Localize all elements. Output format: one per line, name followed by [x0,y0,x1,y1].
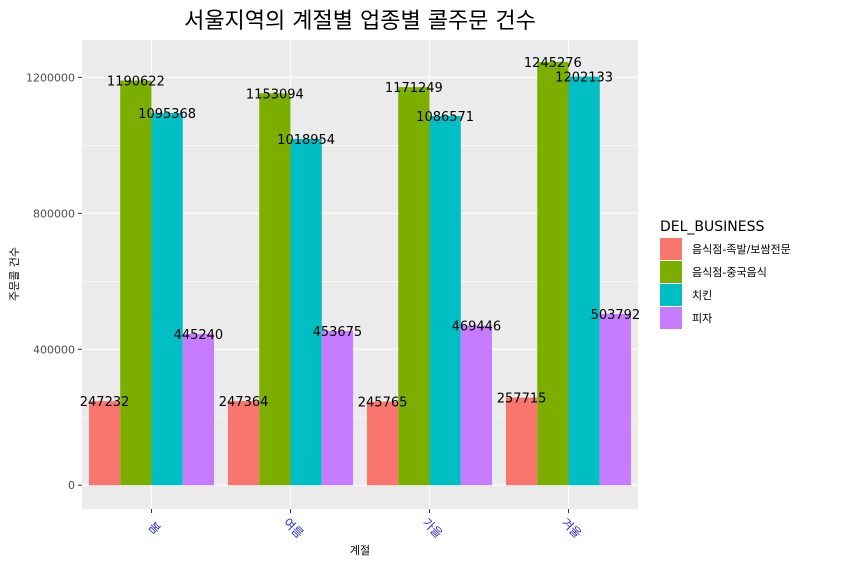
bar [151,112,183,486]
y-tick-label: 1200000 [26,71,75,84]
x-axis-title: 계절 [350,544,370,557]
bar [120,80,152,486]
bar [321,331,354,486]
data-label: 1018954 [277,133,335,148]
data-label: 257715 [497,392,547,407]
data-label: 1245276 [524,56,582,71]
data-label: 247364 [219,395,269,410]
bar [537,61,569,486]
bars [88,61,632,486]
y-axis-title: 주문콜 건수 [8,247,21,301]
data-label: 469446 [452,320,502,335]
legend-key [660,238,682,260]
bar [505,397,538,486]
bar [88,401,121,486]
chart-title: 서울지역의 계절별 업종별 콜주문 건수 [184,9,536,34]
legend-key [660,284,682,306]
bar [366,401,399,486]
legend-label: 피자 [692,312,712,325]
bar [290,138,322,486]
bar [599,313,632,486]
y-tick-label: 400000 [33,343,75,356]
legend-label: 음식점-중국음식 [692,266,767,279]
x-tick-label: 여름 [281,515,307,541]
bar [568,76,600,486]
bar [227,401,260,486]
bar [429,115,461,486]
data-label: 1153094 [246,87,304,102]
data-label: 453675 [313,325,363,340]
y-tick-label: 0 [68,479,75,492]
bar [398,87,430,486]
data-label: 1190622 [107,75,165,90]
legend-key [660,261,682,283]
x-tick-label: 겨울 [559,515,585,541]
data-labels: 247232 247364 245765 257715 1190622 1153094 11… [80,56,640,411]
data-label: 1202133 [555,71,613,86]
data-label: 503792 [591,308,641,323]
bar [460,325,493,486]
legend-label: 치킨 [692,289,712,302]
data-label: 1086571 [416,110,474,125]
legend-label: 음식점-족발/보쌈전문 [692,243,791,256]
legend-title: DEL_BUSINESS [660,219,764,235]
data-label: 445240 [174,328,224,343]
data-label: 245765 [358,396,408,411]
y-axis: 0 400000 800000 1200000 [26,71,82,492]
data-label: 247232 [80,395,130,410]
x-axis: 봄 여름 가을 겨울 [145,509,584,541]
data-label: 1171249 [385,81,443,96]
x-tick-label: 봄 [145,519,163,537]
data-label: 1095368 [138,107,196,122]
bar [259,93,291,486]
x-tick-label: 가을 [420,515,446,541]
legend-key [660,307,682,329]
y-tick-label: 800000 [33,207,75,220]
bar [182,333,215,486]
